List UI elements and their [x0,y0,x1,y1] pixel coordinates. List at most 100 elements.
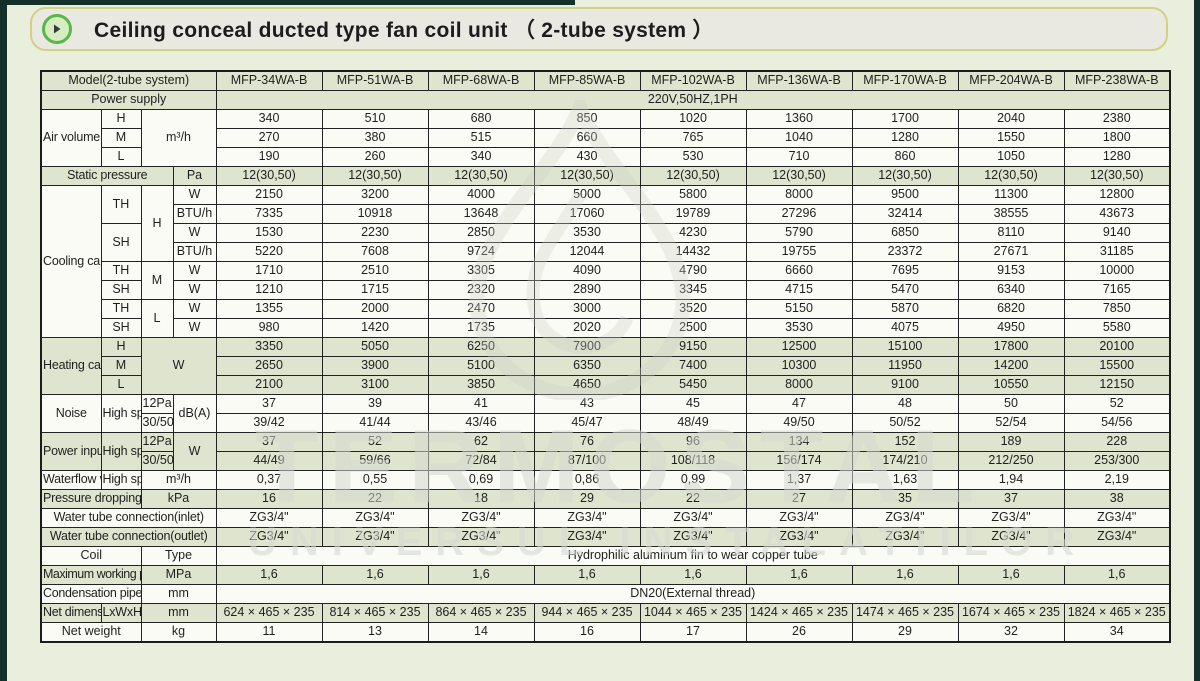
table-cell: Heating capacity [40,337,102,395]
table-row: Pressure dropping kPa 16 22 18 29 22 27 35 37 38 [40,489,1171,509]
table-cell: 4075 [851,318,959,338]
table-row: Power supply 220V,50HZ,1PH [40,90,1171,110]
table-cell: 6250 [427,337,535,357]
table-cell: Noise [40,394,102,433]
table-cell: ZG3/4" [321,527,429,547]
table-cell: kg [140,622,217,643]
table-cell: ZG3/4" [427,508,535,528]
table-cell: 1,94 [957,470,1065,490]
table-cell: 156/174 [745,451,853,471]
table-cell: 1,63 [851,470,959,490]
table-cell: 45/47 [533,413,641,433]
table-cell: Cooling capacity [40,185,102,338]
table-cell: W [172,185,217,205]
table-cell: 1,6 [851,565,959,585]
table-cell: 12(30,50) [957,166,1065,186]
table-cell: ZG3/4" [745,527,853,547]
table-cell: 12044 [533,242,641,262]
table-cell: 10000 [1063,261,1171,281]
table-cell: 52 [321,432,429,452]
table-cell: 38555 [957,204,1065,224]
table-cell: ZG3/4" [1063,508,1171,528]
table-cell: 1710 [215,261,323,281]
table-cell: MFP-136WA-B [745,70,853,91]
table-row: BTU/h 5220 7608 9724 12044 14432 19755 23372 276… [41,242,1171,262]
table-cell: 515 [427,128,535,148]
table-cell: 3000 [533,299,641,319]
table-cell: 10300 [745,356,853,376]
table-cell: 7400 [639,356,747,376]
table-cell: 10918 [321,204,429,224]
table-cell: 4230 [639,223,747,243]
table-cell: 2650 [215,356,323,376]
table-row: M 270 380 515 660 765 1040 1280 1550 1800 [41,128,1171,148]
table-cell: Coil [40,546,142,566]
table-row: Maximum working pressureMPa1,61,61,61,61… [40,565,1171,585]
table-cell: 1824 × 465 × 235 [1063,603,1171,623]
table-cell: 39/42 [215,413,323,433]
table-cell: 152 [851,432,959,452]
table-cell: ZG3/4" [321,508,429,528]
table-cell: 850 [533,109,641,129]
table-cell: 0,99 [639,470,747,490]
table-cell: m³/h [140,109,217,167]
table-cell: W [172,432,217,471]
table-cell: 4790 [639,261,747,281]
table-cell: Air volume [40,109,102,167]
table-cell: 5800 [639,185,747,205]
table-cell: 12(30,50) [851,166,959,186]
table-cell: 7850 [1063,299,1171,319]
table-row: TH L W 1355 2000 2470 3000 3520 5150 5870 6820 7850 [41,299,1171,338]
table-cell: 7165 [1063,280,1171,300]
table-cell: DN20(External thread) [215,584,1171,604]
table-cell: 3530 [745,318,853,338]
table-cell: 11300 [957,185,1065,205]
table-cell: 2470 [427,299,535,319]
table-cell: 13 [321,622,429,643]
table-cell: 30/50 [140,451,174,471]
table-cell: MFP-102WA-B [639,70,747,91]
table-cell: 510 [321,109,429,129]
table-cell: 12(30,50) [427,166,535,186]
table-cell: MPa [140,565,217,585]
table-cell: L [100,375,142,395]
table-cell: 23372 [851,242,959,262]
table-row: Model(2-tube system) MFP-34WA-B MFP-51WA-B… [40,70,1171,91]
table-cell: 1424 × 465 × 235 [745,603,853,623]
table-cell: 5000 [533,185,641,205]
table-cell: 1044 × 465 × 235 [639,603,747,623]
table-cell: 34 [1063,622,1171,643]
table-cell: ZG3/4" [427,527,535,547]
table-cell: 5450 [639,375,747,395]
table-cell: 32414 [851,204,959,224]
table-cell: Power input [40,432,102,471]
table-cell: 27 [745,489,853,509]
table-cell: mm [140,603,217,623]
table-cell: Net weight [40,622,142,643]
table-cell: 19755 [745,242,853,262]
table-cell: 87/100 [533,451,641,471]
table-cell: 1280 [1063,147,1171,167]
table-cell: ZG3/4" [957,527,1065,547]
table-cell: 14 [427,622,535,643]
table-cell: 2230 [321,223,429,243]
table-cell: 41/44 [321,413,429,433]
table-cell: 1530 [215,223,323,243]
table-cell: 1674 × 465 × 235 [957,603,1065,623]
table-cell: 430 [533,147,641,167]
table-cell: Water tube connection(inlet) [40,508,217,528]
table-cell: Model(2-tube system) [40,70,217,91]
table-cell: 1360 [745,109,853,129]
table-cell: 2100 [215,375,323,395]
table-cell: Pa [172,166,217,186]
table-cell: TH [100,185,142,224]
table-cell: 30/50 [140,413,174,433]
table-cell: W [172,280,217,300]
table-cell: 1,6 [745,565,853,585]
table-cell: 0,37 [215,470,323,490]
table-cell: 212/250 [957,451,1065,471]
